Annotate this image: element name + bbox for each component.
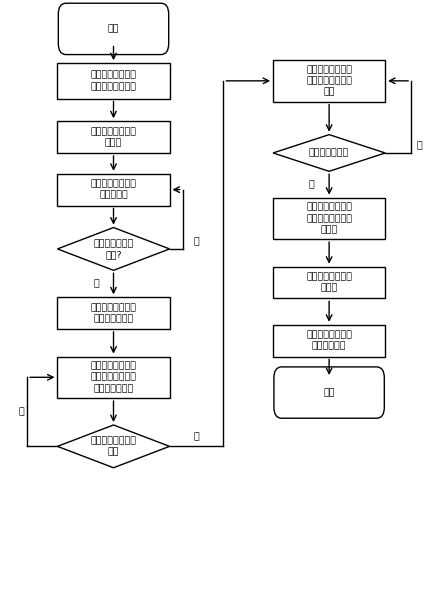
Text: 电压和频率是否
异常?: 电压和频率是否 异常? bbox=[93, 239, 134, 259]
Text: 系统转离网运行对
负载不间断供电: 系统转离网运行对 负载不间断供电 bbox=[91, 303, 137, 323]
Text: 移动储能电源车接
入到低压架空线路: 移动储能电源车接 入到低压架空线路 bbox=[91, 71, 137, 91]
FancyBboxPatch shape bbox=[57, 297, 170, 329]
Text: 作业人员合低压开
关，负载转移至电
网供电: 作业人员合低压开 关，负载转移至电 网供电 bbox=[306, 203, 352, 234]
Text: 是: 是 bbox=[194, 433, 199, 441]
Text: 否: 否 bbox=[416, 141, 422, 150]
Text: 作业人员分别断高
低压断路器: 作业人员分别断高 低压断路器 bbox=[91, 180, 137, 200]
Text: 补电完成后系统退
出，拆除电缆: 补电完成后系统退 出，拆除电缆 bbox=[306, 330, 352, 351]
FancyBboxPatch shape bbox=[273, 325, 385, 357]
Text: 否: 否 bbox=[193, 237, 199, 246]
Text: 否: 否 bbox=[18, 407, 24, 416]
Text: 配电箱是否更换完
成？: 配电箱是否更换完 成？ bbox=[91, 437, 137, 456]
Text: 是: 是 bbox=[309, 180, 315, 189]
Polygon shape bbox=[273, 134, 385, 171]
FancyBboxPatch shape bbox=[273, 60, 385, 102]
Text: 作业人员合高压开
关，系统进行同期
操作: 作业人员合高压开 关，系统进行同期 操作 bbox=[306, 65, 352, 96]
Text: 移动储能电源车开
始补电: 移动储能电源车开 始补电 bbox=[306, 273, 352, 293]
Polygon shape bbox=[57, 425, 170, 468]
Text: 结束: 结束 bbox=[323, 388, 335, 397]
Text: 系统开机至并网待
机状态: 系统开机至并网待 机状态 bbox=[91, 127, 137, 147]
FancyBboxPatch shape bbox=[273, 198, 385, 239]
FancyBboxPatch shape bbox=[273, 266, 385, 298]
Text: 同期是否完成？: 同期是否完成？ bbox=[309, 149, 349, 157]
FancyBboxPatch shape bbox=[57, 174, 170, 206]
Polygon shape bbox=[57, 228, 170, 270]
FancyBboxPatch shape bbox=[57, 63, 170, 99]
Text: 作业人员拆除低压
分支电缆搭接头，
更换低压配电箱: 作业人员拆除低压 分支电缆搭接头， 更换低压配电箱 bbox=[91, 362, 137, 393]
FancyBboxPatch shape bbox=[57, 357, 170, 398]
Text: 开始: 开始 bbox=[108, 25, 119, 33]
FancyBboxPatch shape bbox=[274, 367, 385, 418]
Text: 是: 是 bbox=[93, 279, 99, 289]
FancyBboxPatch shape bbox=[58, 3, 169, 55]
FancyBboxPatch shape bbox=[57, 121, 170, 153]
